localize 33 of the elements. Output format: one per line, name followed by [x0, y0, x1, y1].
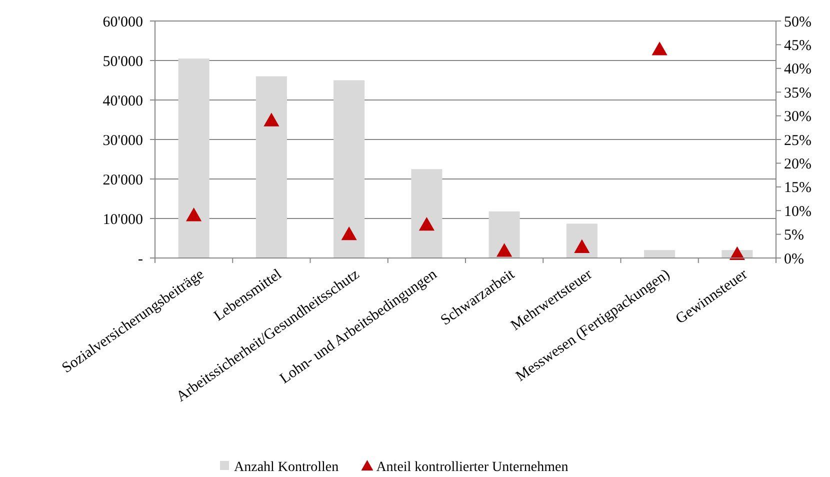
y2-tick-label: 25% [784, 132, 812, 149]
y2-tick-label: 15% [784, 180, 812, 196]
y2-tick-label: 10% [784, 204, 812, 220]
bar [644, 250, 676, 258]
y-tick-label: 30'000 [102, 132, 143, 149]
y2-tick-label: 45% [784, 38, 812, 54]
bar [178, 58, 210, 258]
y2-tick-label: 40% [784, 62, 812, 78]
legend-label: Anteil kontrollierter Unternehmen [376, 460, 568, 475]
y2-tick-label: 5% [784, 228, 804, 244]
point [264, 112, 280, 126]
y-tick-label: - [138, 251, 143, 268]
y2-tick-label: 20% [784, 156, 812, 172]
y2-tick-label: 30% [784, 109, 812, 126]
y-tick-label: 20'000 [102, 172, 143, 188]
legend-label: Anzahl Kontrollen [234, 460, 339, 475]
bar [411, 169, 442, 258]
y2-tick-label: 50% [784, 14, 812, 30]
y-tick-label: 10'000 [102, 212, 143, 228]
bar [566, 224, 598, 258]
point [186, 208, 202, 222]
point [496, 243, 512, 257]
bar [256, 76, 287, 258]
y-tick-label: 40'000 [102, 93, 143, 110]
y2-tick-label: 0% [784, 251, 804, 268]
y-tick-label: 60'000 [102, 14, 143, 30]
point [418, 217, 434, 231]
y-tick-label: 50'000 [102, 54, 143, 70]
point [652, 42, 668, 56]
point [341, 226, 357, 240]
bar [488, 211, 520, 258]
bar [334, 80, 365, 258]
y2-tick-label: 35% [784, 85, 812, 102]
